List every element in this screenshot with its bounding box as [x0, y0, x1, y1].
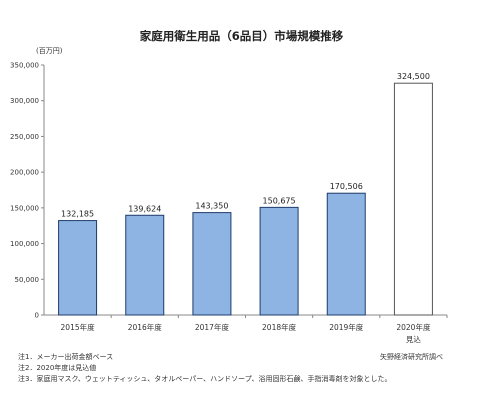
- data-label: 170,506: [330, 182, 363, 191]
- source-credit: 矢野経済研究所調べ: [380, 353, 443, 361]
- data-label: 150,675: [263, 196, 296, 205]
- x-tick-label: 2016年度: [128, 322, 163, 332]
- bar: [192, 212, 232, 316]
- y-tick-label: 200,000: [10, 169, 39, 177]
- y-tick-label: 150,000: [10, 204, 39, 212]
- note-1: 注1．メーカー出荷金額ベース: [18, 353, 114, 361]
- y-tick-label: 0: [35, 312, 39, 320]
- x-tick-label: 2020年度: [396, 322, 431, 332]
- data-label: 143,350: [195, 202, 228, 211]
- y-tick-label: 300,000: [10, 97, 39, 105]
- bar: [393, 82, 433, 316]
- y-tick-label: 50,000: [15, 276, 40, 284]
- chart-title: 家庭用衛生用品（6品目）市場規模推移: [139, 29, 344, 43]
- notes: 注1．メーカー出荷金額ベース 注2．2020年度は見込値 注3．家庭用マスク、ウ…: [18, 352, 392, 385]
- x-tick-label: 2018年度: [262, 322, 297, 332]
- y-tick-label: 350,000: [10, 62, 39, 70]
- note-2: 注2．2020年度は見込値: [18, 364, 97, 372]
- y-tick-label: 100,000: [10, 240, 39, 248]
- y-axis-unit: (百万円): [36, 47, 63, 55]
- data-label: 132,185: [61, 210, 94, 219]
- data-label: 324,500: [397, 72, 430, 81]
- x-tick-label: 2015年度: [61, 322, 96, 332]
- bar: [326, 192, 366, 316]
- x-tick-sublabel: 見込: [406, 335, 421, 344]
- x-tick-label: 2017年度: [195, 322, 230, 332]
- bar: [125, 214, 165, 316]
- y-tick-label: 250,000: [10, 133, 39, 141]
- x-tick-label: 2019年度: [329, 322, 364, 332]
- data-label: 139,624: [128, 204, 161, 213]
- bar: [58, 220, 98, 316]
- bar: [259, 206, 299, 316]
- note-3: 注3．家庭用マスク、ウェットティッシュ、タオルペーパー、ハンドソープ、浴用固形石…: [18, 375, 392, 383]
